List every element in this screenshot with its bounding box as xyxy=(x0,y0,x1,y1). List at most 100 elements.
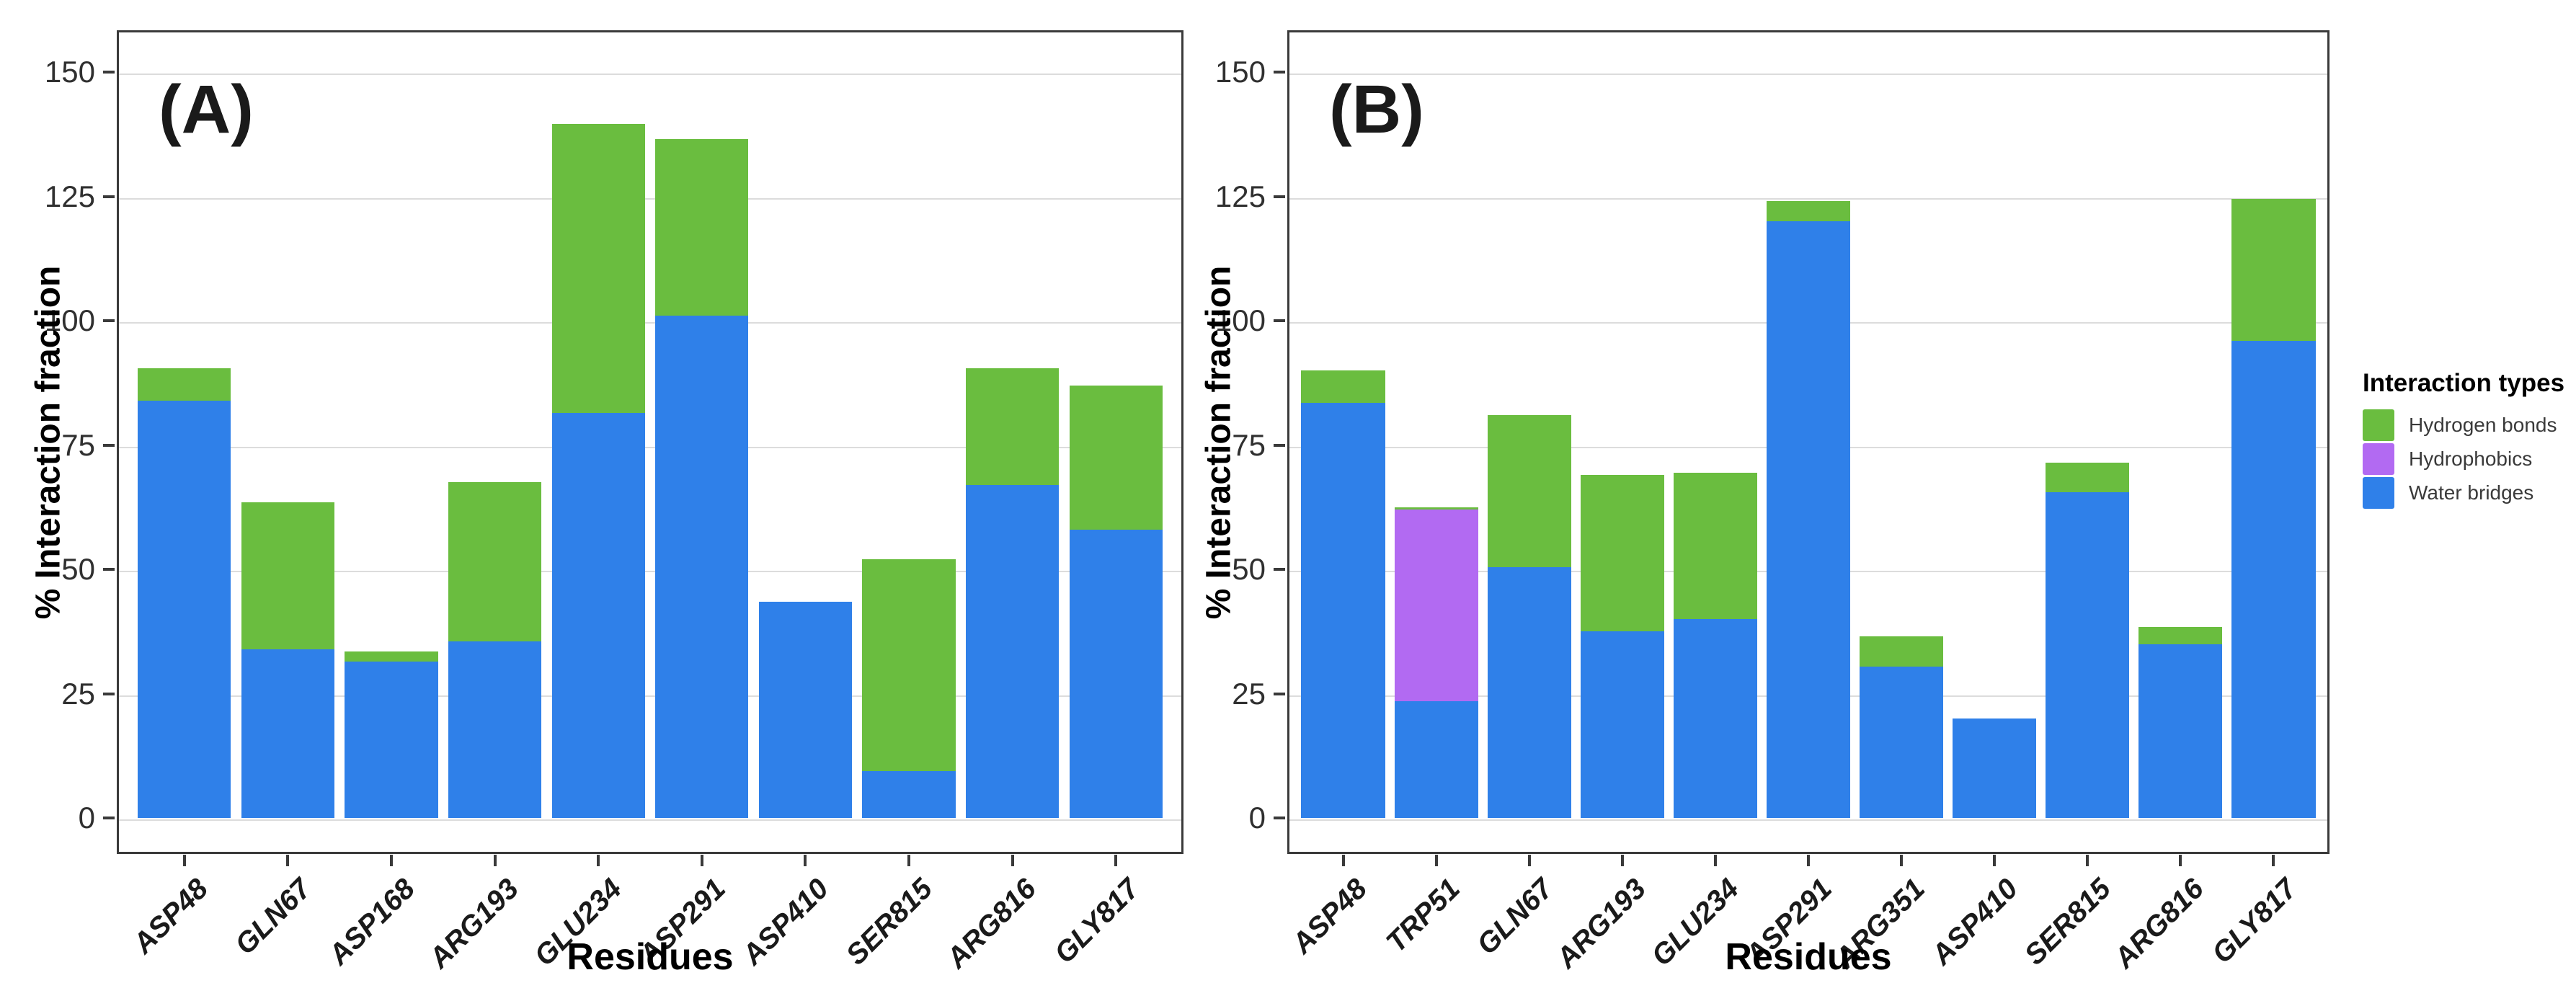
bar-ASP410-water-bridges xyxy=(758,602,852,819)
y-tick-mark xyxy=(1274,568,1285,571)
y-tick-label: 100 xyxy=(1214,303,1266,338)
legend-item-hydrophobics: Hydrophobics xyxy=(2363,443,2572,475)
bar-ASP291-water-bridges xyxy=(655,316,749,819)
gridline-y75 xyxy=(119,446,1181,448)
x-tick-mark xyxy=(390,855,393,866)
x-tick-mark xyxy=(804,855,807,866)
y-tick-mark xyxy=(1274,195,1285,198)
y-tick-label: 150 xyxy=(44,54,95,89)
x-tick-mark xyxy=(1993,855,1997,866)
hydrophobics-swatch-icon xyxy=(2363,443,2394,475)
bar-ASP48-hydrogen-bonds xyxy=(1301,370,1385,403)
y-tick-mark xyxy=(103,568,115,571)
x-axis-title: Residues xyxy=(1725,936,1892,978)
x-tick-mark xyxy=(1807,855,1810,866)
bar-ARG193-hydrogen-bonds xyxy=(1580,475,1664,632)
bar-GLY817-hydrogen-bonds xyxy=(2231,198,2316,341)
x-tick-mark xyxy=(2179,855,2182,866)
y-tick-mark xyxy=(103,319,115,323)
x-tick-mark xyxy=(700,855,703,866)
panel-label-a: (A) xyxy=(159,71,254,148)
legend-item-label: Water bridges xyxy=(2409,481,2534,504)
bar-ARG816-hydrogen-bonds xyxy=(965,368,1060,485)
legend-item-hydrogen-bonds: Hydrogen bonds xyxy=(2363,409,2572,441)
bar-GLN67-hydrogen-bonds xyxy=(1487,415,1571,567)
bar-SER815-water-bridges xyxy=(862,770,956,819)
bar-ARG351-hydrogen-bonds xyxy=(1860,636,1944,667)
legend-item-label: Hydrogen bonds xyxy=(2409,414,2557,436)
x-tick-mark xyxy=(2272,855,2275,866)
legend-title: Interaction types xyxy=(2363,369,2565,397)
bar-ASP168-water-bridges xyxy=(345,661,438,819)
x-tick-mark xyxy=(1527,855,1531,866)
bar-TRP51-water-bridges xyxy=(1394,701,1478,819)
y-tick-mark xyxy=(1274,817,1285,820)
y-tick-label: 50 xyxy=(1232,552,1266,587)
bar-ASP48-water-bridges xyxy=(138,400,231,819)
legend: Interaction types Hydrogen bonds Hydropho… xyxy=(2363,369,2572,511)
y-tick-mark xyxy=(103,817,115,820)
bar-GLN67-water-bridges xyxy=(241,649,334,819)
y-tick-label: 150 xyxy=(1214,54,1266,89)
bar-SER815-hydrogen-bonds xyxy=(862,559,956,771)
x-tick-mark xyxy=(1620,855,1624,866)
legend-items: Hydrogen bonds Hydrophobics Water bridges xyxy=(2363,409,2572,509)
gridline-y25 xyxy=(119,695,1181,697)
bar-TRP51-hydrogen-bonds xyxy=(1394,507,1478,510)
y-tick-mark xyxy=(103,195,115,198)
bar-GLY817-hydrogen-bonds xyxy=(1069,385,1163,530)
y-tick-label: 0 xyxy=(1248,801,1266,835)
x-tick-mark xyxy=(1114,855,1118,866)
y-tick-mark xyxy=(103,692,115,695)
bar-ARG816-water-bridges xyxy=(965,484,1060,819)
y-tick-label: 75 xyxy=(61,427,95,462)
y-tick-mark xyxy=(1274,692,1285,695)
bar-SER815-hydrogen-bonds xyxy=(2046,462,2130,493)
x-tick-mark xyxy=(1011,855,1014,866)
bar-ASP410-water-bridges xyxy=(1953,719,2037,819)
gridline-y125 xyxy=(119,197,1181,200)
bar-ARG351-water-bridges xyxy=(1860,666,1944,819)
legend-item-water-bridges: Water bridges xyxy=(2363,477,2572,509)
bar-ASP291-hydrogen-bonds xyxy=(655,139,749,316)
x-tick-mark xyxy=(1434,855,1438,866)
gridline-y125 xyxy=(1289,197,2327,200)
y-tick-label: 125 xyxy=(44,179,95,213)
x-tick-mark xyxy=(286,855,290,866)
bar-GLU234-water-bridges xyxy=(1673,619,1757,819)
x-tick-mark xyxy=(182,855,186,866)
x-tick-mark xyxy=(597,855,600,866)
gridline-y150 xyxy=(1289,73,2327,75)
x-axis-title: Residues xyxy=(567,936,734,978)
y-tick-label: 75 xyxy=(1232,427,1266,462)
y-tick-mark xyxy=(103,70,115,74)
bar-ASP291-hydrogen-bonds xyxy=(1766,201,1851,222)
y-tick-label: 25 xyxy=(1232,676,1266,711)
y-tick-label: 100 xyxy=(44,303,95,338)
bar-GLY817-water-bridges xyxy=(1069,529,1163,819)
y-axis-title: % Interaction fraction xyxy=(1199,265,1238,619)
legend-item-label: Hydrophobics xyxy=(2409,448,2533,470)
gridline-y0 xyxy=(1289,819,2327,822)
bar-ARG193-hydrogen-bonds xyxy=(448,482,542,642)
x-tick-mark xyxy=(1900,855,1904,866)
bar-ARG193-water-bridges xyxy=(1580,631,1664,819)
y-axis-title: % Interaction fraction xyxy=(29,265,68,619)
y-tick-mark xyxy=(103,443,115,447)
bar-GLU234-hydrogen-bonds xyxy=(551,124,645,413)
bar-GLN67-hydrogen-bonds xyxy=(241,502,334,649)
bar-TRP51-hydrophobics xyxy=(1394,510,1478,702)
gridline-y150 xyxy=(119,73,1181,75)
y-tick-mark xyxy=(1274,319,1285,323)
hydrogen-bonds-swatch-icon xyxy=(2363,409,2394,441)
water-bridges-swatch-icon xyxy=(2363,477,2394,509)
y-tick-mark xyxy=(1274,443,1285,447)
x-tick-mark xyxy=(1713,855,1717,866)
gridline-y0 xyxy=(119,819,1181,822)
bar-ASP48-water-bridges xyxy=(1301,402,1385,819)
bar-GLU234-water-bridges xyxy=(551,412,645,819)
bar-GLU234-hydrogen-bonds xyxy=(1673,472,1757,620)
y-tick-label: 50 xyxy=(61,552,95,587)
x-tick-mark xyxy=(1341,855,1345,866)
